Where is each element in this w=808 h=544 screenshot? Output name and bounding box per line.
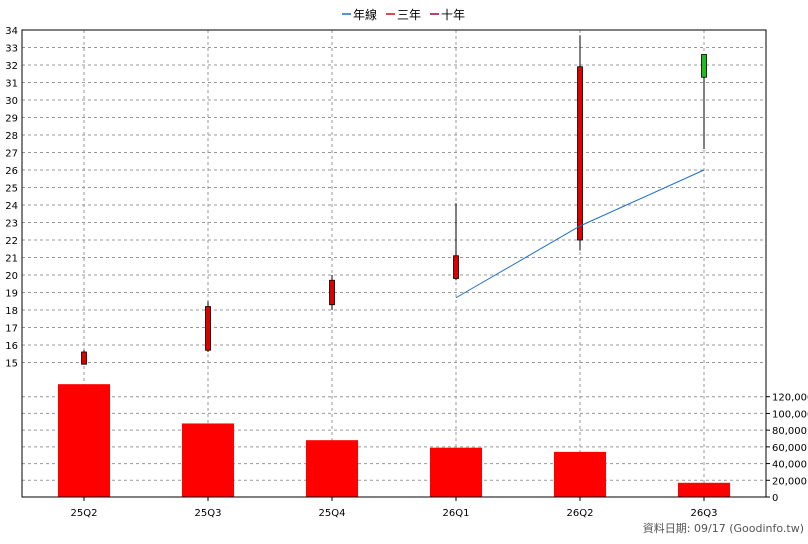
price-tick-label: 15	[5, 359, 18, 370]
price-tick-label: 31	[5, 79, 18, 90]
price-tick-label: 29	[5, 114, 18, 125]
volume-bar	[677, 482, 731, 497]
legend: 年線 三年 十年	[342, 7, 465, 22]
price-tick-label: 18	[5, 306, 18, 317]
legend-label-10y: 十年	[441, 8, 465, 22]
footer-source: 資料日期: 09/17 (Goodinfo.tw)	[643, 521, 804, 535]
volume-panel: 0 20,000 40,000 60,000 80,000 100,000 120,000	[22, 384, 808, 504]
candle-body	[453, 255, 459, 279]
volume-tick-label: 20,000	[772, 476, 807, 487]
price-tick-label: 28	[5, 131, 18, 142]
x-tick-label: 26Q3	[691, 508, 718, 519]
volume-tick-label: 60,000	[772, 443, 807, 454]
volume-tick-label: 80,000	[772, 426, 807, 437]
x-tick-label: 25Q4	[319, 508, 346, 519]
x-tick-label: 25Q3	[195, 508, 222, 519]
price-tick-label: 16	[5, 341, 18, 352]
price-tick-label: 25	[5, 184, 18, 195]
volume-tick-label: 40,000	[772, 460, 807, 471]
price-tick-label: 32	[5, 61, 18, 72]
volume-tick-label: 0	[772, 493, 778, 504]
price-tick-label: 33	[5, 44, 18, 55]
x-tick-label: 25Q2	[71, 508, 98, 519]
volume-tick-label: 120,000	[772, 393, 808, 404]
volume-bar	[57, 384, 111, 497]
volume-bar	[305, 440, 359, 497]
legend-label-year: 年線	[353, 7, 377, 22]
volume-bar	[429, 447, 483, 497]
price-tick-label: 21	[5, 254, 18, 265]
price-tick-label: 23	[5, 219, 18, 230]
price-tick-label: 34	[5, 26, 18, 37]
year-line-series	[455, 169, 705, 299]
x-axis: 25Q2 25Q3 25Q4 26Q1 26Q2 26Q3	[71, 497, 718, 519]
price-tick-label: 26	[5, 166, 18, 177]
volume-bar	[553, 451, 607, 497]
candle-body	[205, 306, 211, 351]
candle-body	[701, 54, 707, 78]
x-tick-label: 26Q1	[443, 508, 470, 519]
candle-body	[81, 351, 87, 365]
price-tick-label: 30	[5, 96, 18, 107]
plot-frame	[21, 29, 767, 498]
x-tick-label: 26Q2	[567, 508, 594, 519]
price-tick-label: 17	[5, 324, 18, 335]
volume-tick-label: 100,000	[772, 409, 808, 420]
candle-body	[329, 279, 335, 306]
price-tick-label: 24	[5, 201, 18, 212]
candle-body	[577, 66, 583, 241]
legend-label-3y: 三年	[397, 8, 421, 22]
price-tick-label: 27	[5, 149, 18, 160]
price-tick-label: 20	[5, 271, 18, 282]
price-panel: 15 16 17 18 19 20 21 22 23 24 25 26 27 28 29 30 31 32 33 34	[5, 26, 766, 497]
volume-bar	[181, 423, 235, 497]
price-tick-label: 22	[5, 236, 18, 247]
price-tick-label: 19	[5, 289, 18, 300]
